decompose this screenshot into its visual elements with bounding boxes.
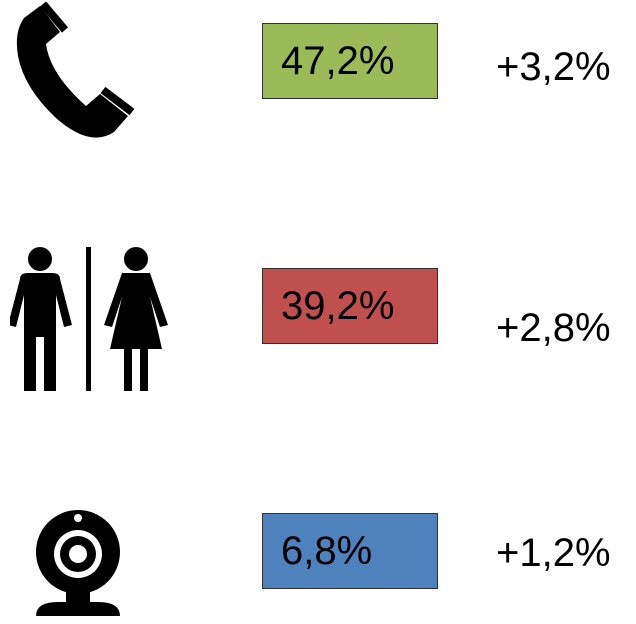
webcam-icon <box>36 510 120 616</box>
change-label: +2,8% <box>496 306 611 350</box>
share-box: 47,2% <box>262 23 438 99</box>
restroom-icon <box>10 247 168 391</box>
share-box: 39,2% <box>262 268 438 344</box>
share-box: 6,8% <box>262 513 438 589</box>
phone-icon <box>16 2 135 138</box>
change-label: +1,2% <box>496 531 611 575</box>
change-label: +3,2% <box>496 45 611 89</box>
